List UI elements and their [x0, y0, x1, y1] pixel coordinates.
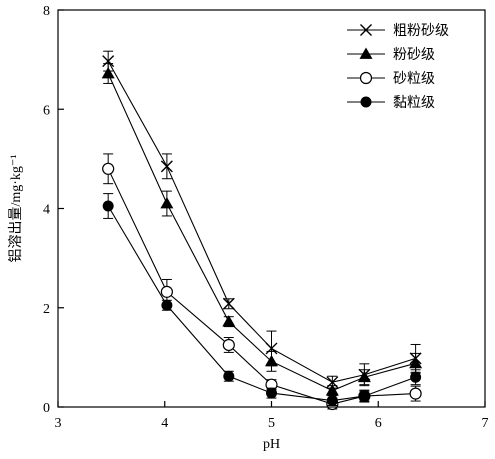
series-2: [101, 63, 423, 397]
x-tick-label: 7: [482, 416, 489, 431]
data-point: [357, 370, 371, 383]
y-tick-label: 8: [43, 4, 50, 19]
x-tick-label: 6: [375, 416, 382, 431]
x-tick-label: 3: [55, 416, 62, 431]
data-point: [102, 55, 115, 68]
data-point: [101, 67, 115, 79]
x-tick-label: 5: [268, 416, 275, 431]
legend-item-1: 粗粉砂级: [347, 23, 449, 39]
y-axis-label: 铝溶出量/mg·kg⁻¹: [8, 154, 24, 262]
legend-marker: [360, 96, 372, 108]
series-4: [102, 193, 422, 407]
data-point: [160, 197, 174, 209]
legend-label: 粗粉砂级: [393, 23, 449, 39]
legend-label: 粉砂级: [393, 47, 435, 63]
y-tick-label: 2: [43, 302, 50, 317]
legend-marker-stroke-b: [360, 24, 372, 36]
data-point: [102, 162, 115, 175]
legend-label: 黏粒级: [393, 95, 435, 111]
plot-layer: [101, 50, 423, 411]
series-2-line: [107, 73, 416, 392]
data-point: [326, 395, 338, 407]
data-point: [265, 354, 278, 367]
x-tick-label: 4: [161, 416, 168, 431]
series-1-line: [107, 60, 416, 383]
data-point: [410, 371, 422, 383]
legend-item-3: 砂粒级: [347, 71, 435, 87]
y-tick-label: 4: [43, 203, 50, 218]
data-point: [358, 390, 370, 402]
x-axis-label: pH: [263, 437, 280, 452]
data-point: [325, 384, 339, 396]
legend-marker: [359, 71, 373, 85]
axes-layer: 3 4 5 6 7 0 2 4 6 8 pH 铝溶出量/mg·kg⁻¹: [8, 4, 489, 452]
legend-item-2: 粉砂级: [347, 47, 435, 63]
y-tick-label: 0: [43, 401, 50, 416]
data-point: [266, 387, 277, 399]
data-point: [222, 315, 236, 327]
series-3: [102, 153, 422, 411]
series-3-line: [107, 168, 416, 405]
legend-marker: [360, 24, 372, 36]
data-point-stroke-b: [102, 55, 115, 68]
data-point-stroke-b: [222, 297, 235, 310]
series-4-line: [107, 205, 416, 402]
data-point: [160, 285, 173, 298]
data-point-stroke-b: [265, 342, 278, 355]
legend-item-4: 黏粒级: [347, 95, 435, 111]
data-point: [160, 160, 173, 173]
data-point: [409, 356, 423, 369]
data-point: [409, 387, 422, 400]
data-point: [222, 297, 235, 310]
data-point: [222, 338, 235, 352]
data-point: [223, 370, 235, 382]
data-point: [161, 299, 173, 311]
data-point: [102, 200, 114, 212]
legend-label: 砂粒级: [393, 71, 435, 87]
data-point-stroke-b: [160, 160, 173, 173]
y-tick-label: 6: [43, 103, 50, 118]
data-point: [265, 342, 278, 355]
legend-marker: [359, 47, 373, 59]
